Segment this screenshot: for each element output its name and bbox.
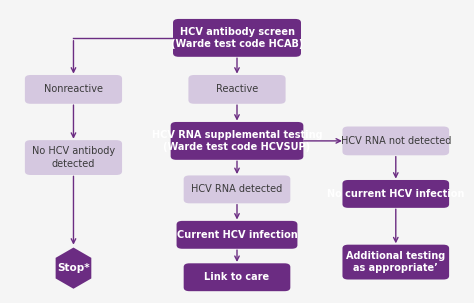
Text: Additional testing
as appropriate’: Additional testing as appropriate’ [346,251,446,273]
FancyBboxPatch shape [25,140,122,175]
Text: HCV RNA not detected: HCV RNA not detected [341,136,451,146]
Text: Stop*: Stop* [57,263,90,273]
FancyBboxPatch shape [173,19,301,57]
FancyBboxPatch shape [25,75,122,104]
Text: Nonreactive: Nonreactive [44,84,103,95]
Text: Reactive: Reactive [216,84,258,95]
Text: Current HCV infection: Current HCV infection [177,230,297,240]
Text: HCV RNA supplemental testing
(Warde test code HCVSUP): HCV RNA supplemental testing (Warde test… [152,130,322,152]
Polygon shape [55,248,91,289]
FancyBboxPatch shape [184,263,290,291]
FancyBboxPatch shape [171,122,303,160]
Text: No current HCV infection: No current HCV infection [327,189,465,199]
Text: HCV RNA detected: HCV RNA detected [191,184,283,195]
FancyBboxPatch shape [342,127,449,155]
FancyBboxPatch shape [188,75,285,104]
FancyBboxPatch shape [176,221,298,249]
Text: HCV antibody screen
(Warde test code HCAB): HCV antibody screen (Warde test code HCA… [171,27,303,49]
Text: No HCV antibody
detected: No HCV antibody detected [32,146,115,169]
FancyBboxPatch shape [342,245,449,279]
FancyBboxPatch shape [342,180,449,208]
FancyBboxPatch shape [184,175,290,203]
Text: Link to care: Link to care [204,272,270,282]
